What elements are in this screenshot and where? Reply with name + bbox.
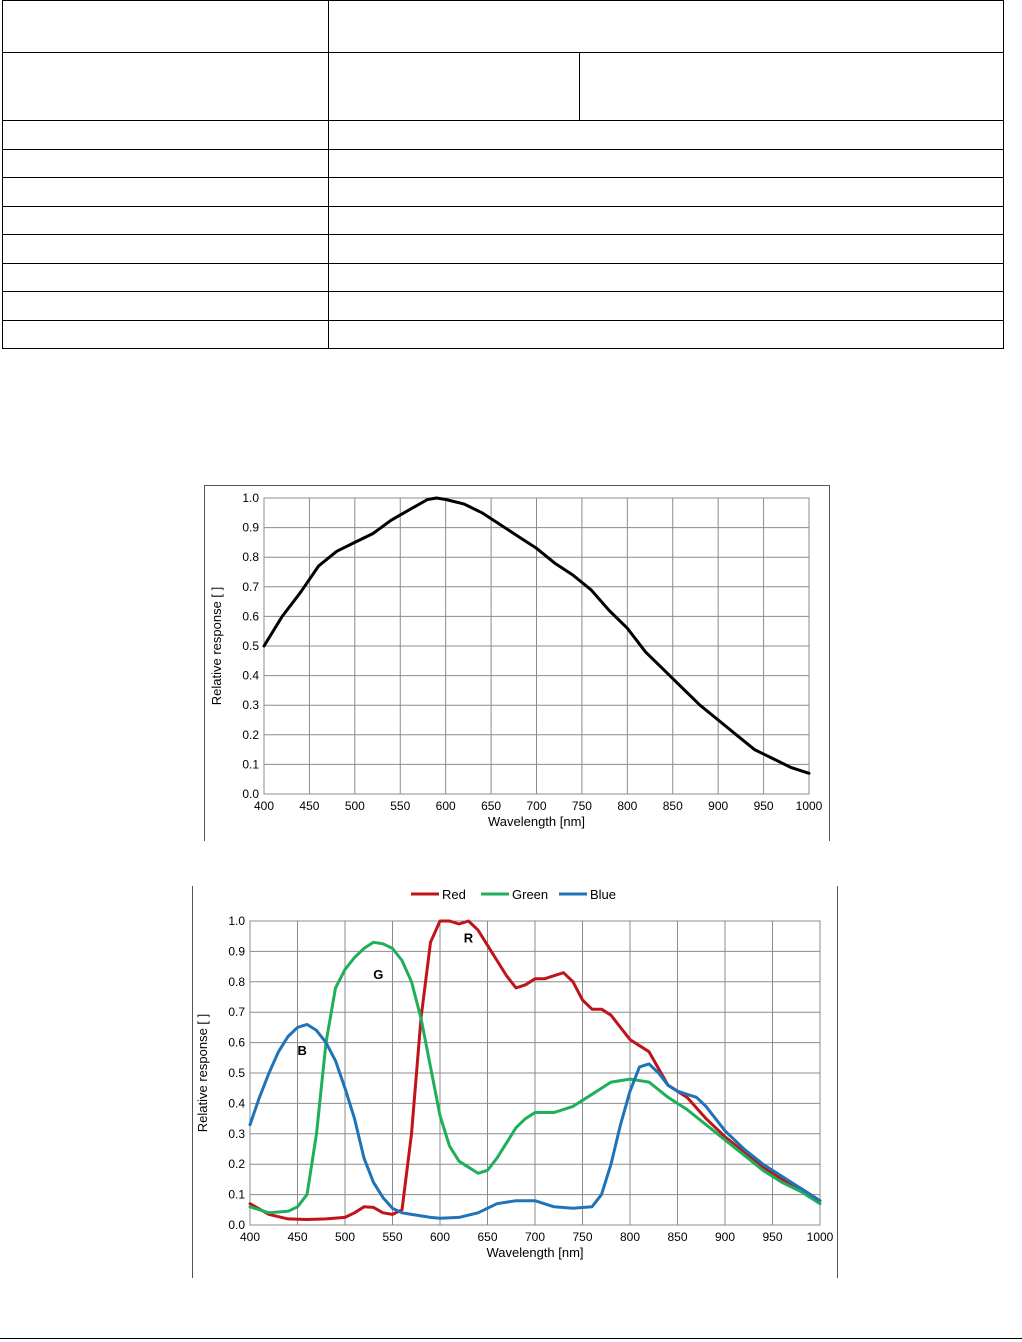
x-tick-label: 700 xyxy=(525,1230,545,1244)
x-tick-label: 950 xyxy=(754,799,774,813)
table-cell xyxy=(2,291,329,321)
table-cell xyxy=(328,177,1004,207)
series-annotation-red: R xyxy=(464,930,474,945)
y-tick-label: 0.2 xyxy=(228,1157,245,1171)
x-tick-label: 650 xyxy=(481,799,501,813)
table-cell xyxy=(328,149,1004,178)
table-cell xyxy=(2,0,329,53)
y-tick-label: 0.9 xyxy=(242,521,259,535)
series-annotation-green: G xyxy=(373,967,383,982)
spec-table xyxy=(2,0,1004,349)
x-tick-label: 900 xyxy=(715,1230,735,1244)
y-tick-label: 0.5 xyxy=(228,1066,245,1080)
table-cell xyxy=(328,0,1004,53)
x-tick-label: 450 xyxy=(287,1230,307,1244)
table-row xyxy=(2,177,1004,207)
y-tick-label: 0.8 xyxy=(242,550,259,564)
series-line-green xyxy=(248,940,822,1215)
table-cell xyxy=(328,291,1004,321)
table-cell xyxy=(2,320,329,349)
x-tick-label: 600 xyxy=(436,799,456,813)
chart-svg: 400 450 500 550 600 650 700 750 800 850 900 950 1000… xyxy=(195,887,834,1260)
y-tick-label: 0.0 xyxy=(228,1218,245,1232)
series-line-blue xyxy=(248,1022,822,1220)
x-tick-label: 800 xyxy=(620,1230,640,1244)
y-tick-label: 0.2 xyxy=(242,728,259,742)
y-tick-label: 0.7 xyxy=(242,580,259,594)
table-cell xyxy=(328,52,580,121)
y-tick-label: 1.0 xyxy=(242,491,259,505)
y-axis-label: Relative response [ ] xyxy=(209,587,224,706)
x-tick-label: 400 xyxy=(240,1230,260,1244)
y-tick-label: 0.5 xyxy=(242,639,259,653)
table-row xyxy=(2,149,1004,178)
table-cell xyxy=(328,320,1004,349)
y-axis-label: Relative response [ ] xyxy=(195,1014,210,1133)
y-tick-label: 1.0 xyxy=(228,914,245,928)
table-row xyxy=(2,206,1004,235)
legend-label-green: Green xyxy=(512,887,548,902)
x-tick-label: 700 xyxy=(526,799,546,813)
y-tick-label: 0.7 xyxy=(228,1005,245,1019)
x-tick-label: 500 xyxy=(345,799,365,813)
mono-spectral-response-chart: 400 450 500 550 600 650 700 750 800 850 900 950 1000… xyxy=(204,485,830,841)
x-tick-label: 950 xyxy=(762,1230,782,1244)
table-cell xyxy=(328,206,1004,235)
x-tick-label: 550 xyxy=(390,799,410,813)
y-tick-label: 0.6 xyxy=(228,1036,245,1050)
x-tick-label: 750 xyxy=(572,799,592,813)
series-line-response xyxy=(262,496,811,775)
plot-area xyxy=(249,920,821,1226)
table-row xyxy=(2,234,1004,264)
legend-label-red: Red xyxy=(442,887,466,902)
x-tick-label: 650 xyxy=(477,1230,497,1244)
table-row xyxy=(2,0,1004,53)
table-cell xyxy=(2,263,329,292)
table-cell xyxy=(2,177,329,207)
x-tick-label: 550 xyxy=(382,1230,402,1244)
y-tick-label: 0.1 xyxy=(228,1188,245,1202)
x-tick-label: 850 xyxy=(663,799,683,813)
table-cell xyxy=(2,234,329,264)
x-tick-label: 800 xyxy=(617,799,637,813)
table-cell xyxy=(579,52,1004,121)
x-axis-label: Wavelength [nm] xyxy=(488,814,585,829)
y-tick-label: 0.1 xyxy=(242,757,259,771)
x-tick-label: 600 xyxy=(430,1230,450,1244)
table-cell xyxy=(2,206,329,235)
x-tick-label: 450 xyxy=(299,799,319,813)
y-tick-label: 0.8 xyxy=(228,975,245,989)
y-tick-label: 0.3 xyxy=(242,698,259,712)
table-row xyxy=(2,120,1004,150)
y-tick-label: 0.4 xyxy=(228,1096,245,1110)
y-tick-label: 0.4 xyxy=(242,669,259,683)
table-cell xyxy=(328,234,1004,264)
table-cell xyxy=(2,52,329,121)
table-cell xyxy=(328,263,1004,292)
chart-svg: 400 450 500 550 600 650 700 750 800 850 900 950 1000… xyxy=(209,491,823,829)
y-tick-label: 0.0 xyxy=(242,787,259,801)
legend-label-blue: Blue xyxy=(590,887,616,902)
y-tick-label: 0.6 xyxy=(242,609,259,623)
color-spectral-response-chart: 400 450 500 550 600 650 700 750 800 850 900 950 1000… xyxy=(192,886,838,1278)
x-tick-label: 1000 xyxy=(807,1230,834,1244)
x-tick-label: 1000 xyxy=(796,799,823,813)
table-row xyxy=(2,291,1004,321)
table-cell xyxy=(2,149,329,178)
table-cell xyxy=(2,120,329,150)
x-tick-label: 500 xyxy=(335,1230,355,1244)
x-axis-label: Wavelength [nm] xyxy=(486,1245,583,1260)
x-tick-label: 750 xyxy=(572,1230,592,1244)
series-annotation-blue: B xyxy=(298,1043,307,1058)
x-tick-label: 400 xyxy=(254,799,274,813)
x-tick-label: 850 xyxy=(667,1230,687,1244)
table-cell xyxy=(328,120,1004,150)
footer-divider xyxy=(0,1338,1022,1339)
table-row xyxy=(2,52,1004,121)
x-tick-label: 900 xyxy=(708,799,728,813)
table-row xyxy=(2,320,1004,349)
table-row xyxy=(2,263,1004,292)
y-tick-label: 0.9 xyxy=(228,944,245,958)
y-tick-label: 0.3 xyxy=(228,1127,245,1141)
